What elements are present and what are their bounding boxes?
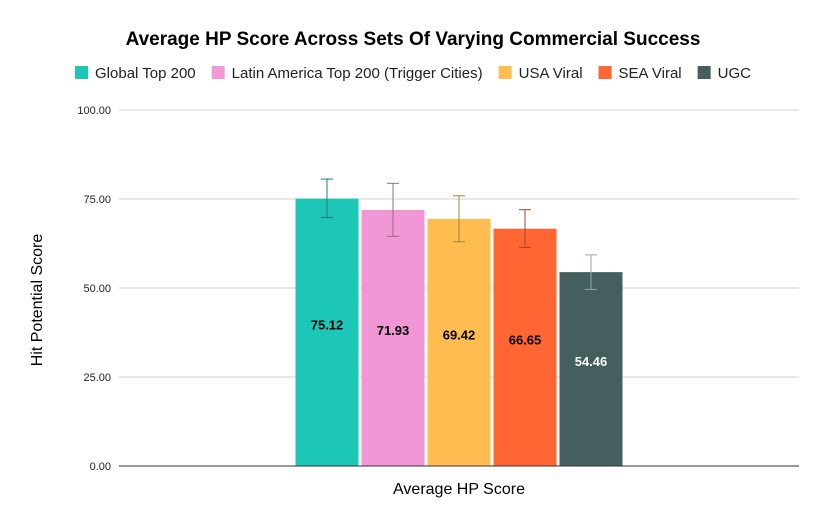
legend: Global Top 200 Latin America Top 200 (Tri… (75, 65, 751, 82)
y-tick-label: 50.00 (83, 283, 111, 295)
error-bar (585, 254, 597, 290)
error-bar (453, 195, 465, 243)
data-label: 75.12 (311, 317, 344, 332)
legend-item: Latin America Top 200 (Trigger Cities) (211, 65, 483, 82)
legend-swatch (598, 66, 612, 79)
legend-swatch (498, 66, 512, 79)
legend-item: Global Top 200 (75, 65, 196, 82)
legend-swatch (75, 66, 89, 79)
error-bars (321, 178, 597, 290)
data-label: 71.93 (377, 323, 410, 338)
error-bar (321, 178, 333, 219)
error-bar (387, 182, 399, 237)
data-label: 69.42 (443, 327, 476, 342)
chart-title: Average HP Score Across Sets Of Varying … (126, 29, 701, 50)
legend-swatch (697, 66, 711, 79)
bar (361, 209, 425, 466)
bar (559, 272, 623, 466)
legend-label: USA Viral (519, 65, 583, 82)
legend-label: UGC (718, 65, 752, 82)
data-labels: 75.12 71.93 69.42 66.65 54.46 (311, 317, 608, 369)
legend-item: USA Viral (498, 65, 583, 82)
data-label: 54.46 (575, 354, 608, 369)
legend-label: Latin America Top 200 (Trigger Cities) (232, 65, 483, 82)
y-tick-label: 100.00 (77, 105, 111, 117)
y-tick-label: 0.00 (90, 461, 111, 473)
bar (427, 218, 491, 466)
y-axis-ticks: 0.00 25.00 50.00 75.00 100.00 (77, 105, 111, 473)
legend-item: SEA Viral (598, 65, 682, 82)
data-label: 66.65 (509, 332, 542, 347)
bars (295, 198, 623, 466)
bar (295, 198, 359, 466)
error-bar (519, 209, 531, 248)
y-axis-title: Hit Potential Score (29, 234, 46, 367)
legend-label: SEA Viral (619, 65, 682, 82)
legend-label: Global Top 200 (95, 65, 196, 82)
y-tick-label: 25.00 (83, 372, 111, 384)
bar (493, 228, 557, 466)
y-tick-label: 75.00 (83, 194, 111, 206)
x-axis-title: Average HP Score (393, 481, 525, 498)
legend-item: UGC (697, 65, 752, 82)
legend-swatch (211, 66, 225, 79)
